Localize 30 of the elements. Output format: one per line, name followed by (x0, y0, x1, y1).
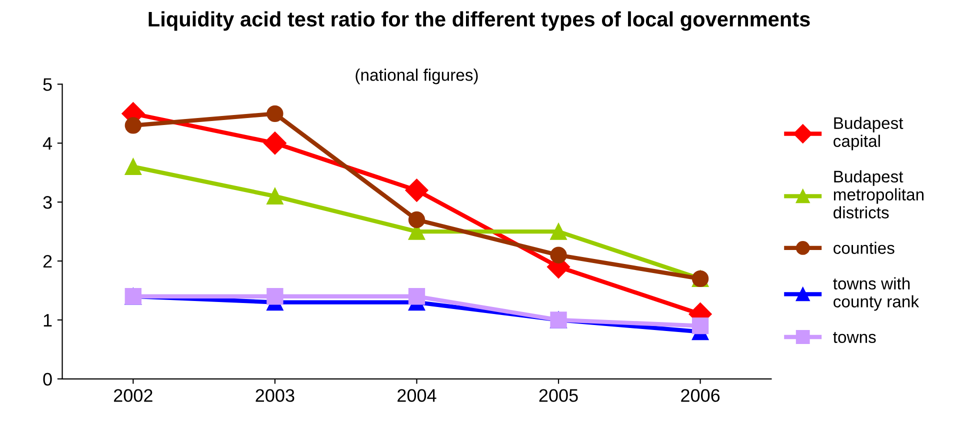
point (266, 188, 284, 205)
point (550, 223, 567, 240)
legend-label: towns with county rank (833, 277, 920, 311)
chart-subtitle: (national figures) (356, 68, 478, 84)
point (266, 105, 284, 122)
point (692, 318, 709, 334)
x-tick-label: 2006 (681, 389, 720, 402)
legend-label: counties (834, 242, 894, 254)
y-tick-label: 2 (43, 254, 52, 268)
x-tick-label: 2005 (539, 389, 578, 402)
y-tick-label: 0 (43, 372, 52, 386)
x-tick-label: 2003 (256, 389, 294, 402)
legend-label: Budapest capital (834, 116, 904, 150)
y-tick-label: 3 (43, 196, 52, 209)
y-tick-label: 5 (43, 78, 52, 91)
point (263, 132, 286, 155)
y-tick-label: 1 (44, 314, 52, 326)
chart-title: Liquidity acid test ratio for the different types of local governments (148, 11, 810, 31)
point (408, 211, 426, 228)
y-tick-label: 4 (42, 137, 52, 150)
point (550, 246, 567, 264)
point (408, 288, 426, 305)
point (124, 158, 142, 176)
x-tick-label: 2002 (114, 389, 152, 402)
legend-label: towns (833, 332, 876, 343)
legend-label: Budapest metropolitan districts (834, 170, 924, 218)
point (266, 288, 284, 305)
point (124, 117, 142, 134)
point (405, 178, 428, 202)
x-tick-label: 2004 (398, 389, 436, 402)
